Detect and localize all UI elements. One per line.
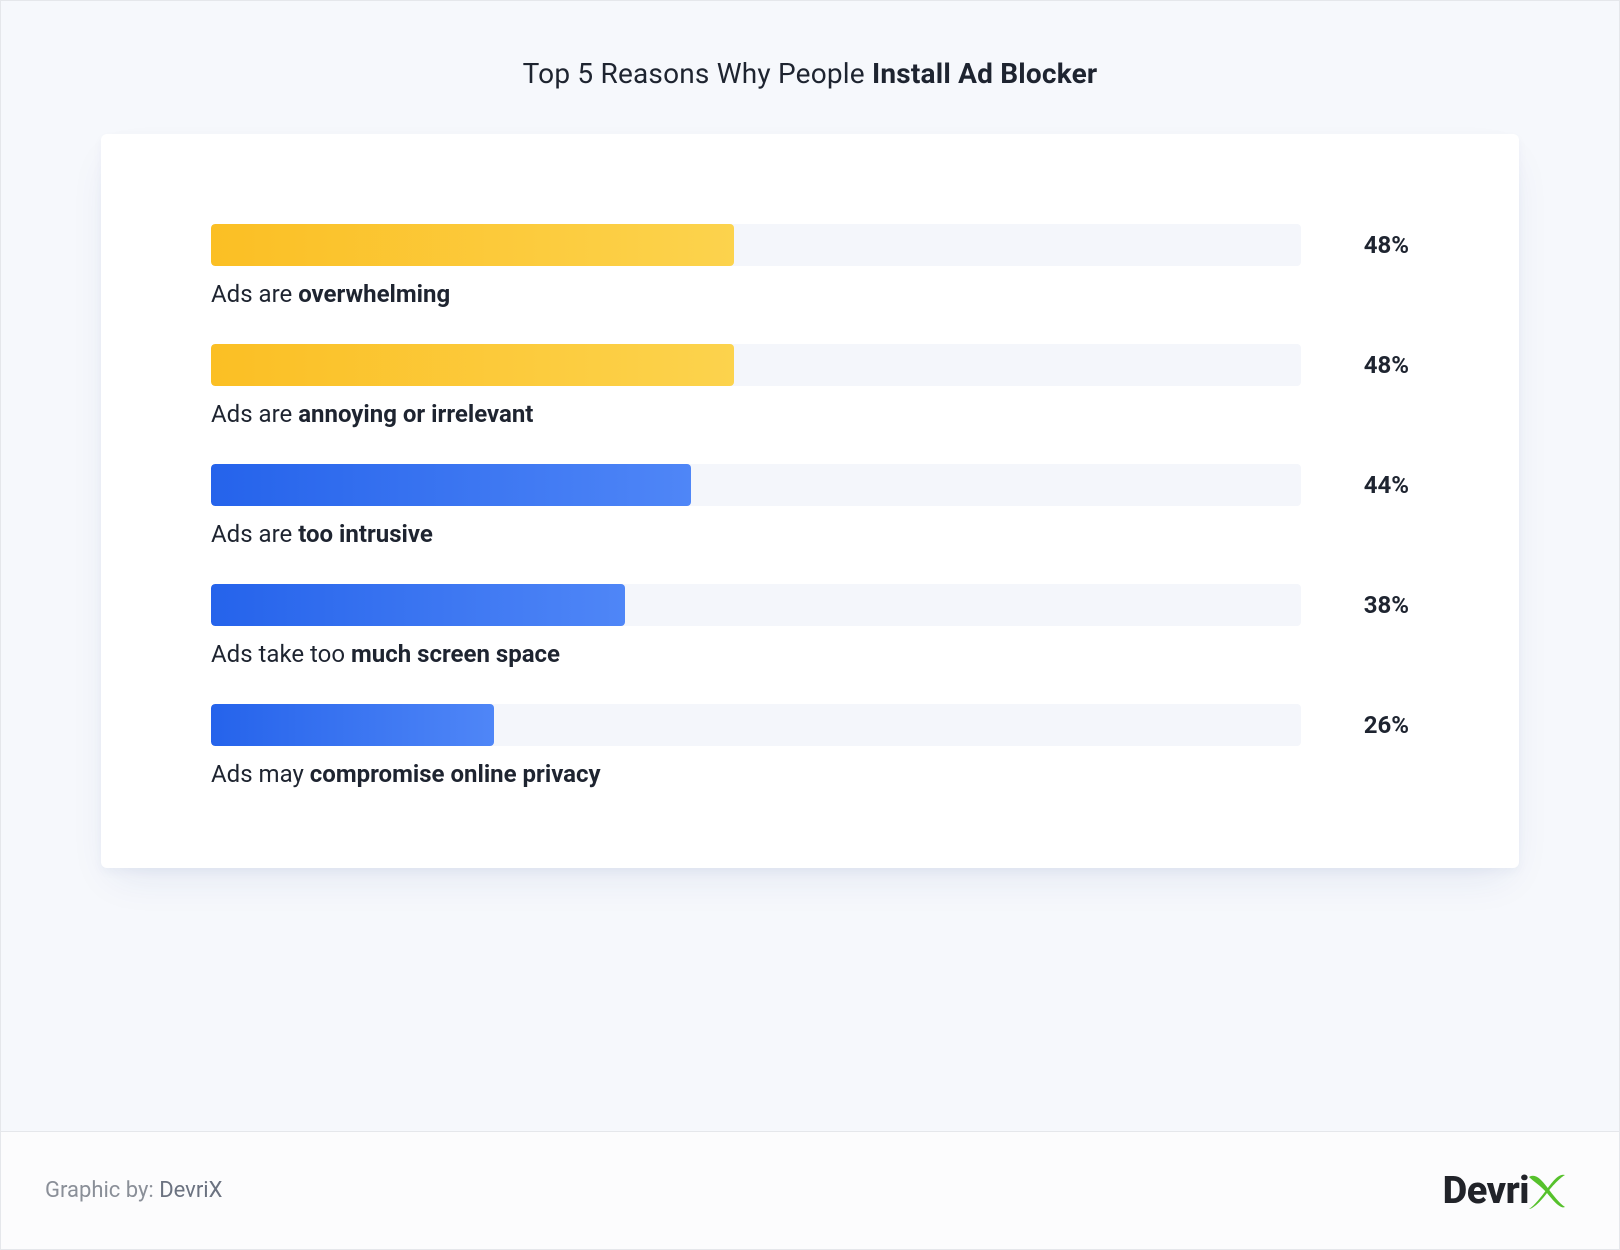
bar-label-prefix: Ads take too (211, 640, 351, 668)
footer: Graphic by: DevriX Devri (1, 1131, 1619, 1249)
bar-label-prefix: Ads are (211, 520, 298, 548)
bar-label-prefix: Ads may (211, 760, 310, 788)
chart-card: 48% Ads are overwhelming 48% Ads are annoyi… (101, 134, 1519, 868)
bar-value: 44% (1331, 471, 1409, 499)
bar-fill (211, 344, 734, 386)
bar-label: Ads take too much screen space (211, 640, 1409, 668)
bar-line: 44% (211, 464, 1409, 506)
bar-fill (211, 584, 625, 626)
chart-row: 26% Ads may compromise online privacy (211, 704, 1409, 788)
chart-row: 44% Ads are too intrusive (211, 464, 1409, 548)
devrix-logo: Devri (1443, 1169, 1569, 1213)
bar-label-bold: compromise online privacy (310, 760, 601, 788)
bar-fill (211, 464, 691, 506)
bar-track (211, 224, 1301, 266)
bar-label-prefix: Ads are (211, 280, 298, 308)
bar-line: 48% (211, 344, 1409, 386)
bar-label-bold: too intrusive (298, 520, 433, 548)
credit-brand: DevriX (159, 1178, 222, 1203)
bar-track (211, 344, 1301, 386)
credit-prefix: Graphic by: (45, 1178, 159, 1203)
bar-fill (211, 224, 734, 266)
bar-label: Ads may compromise online privacy (211, 760, 1409, 788)
chart-title-bold: Install Ad Blocker (872, 57, 1097, 90)
bar-track (211, 704, 1301, 746)
bar-value: 48% (1331, 231, 1409, 259)
bar-line: 26% (211, 704, 1409, 746)
graphic-credit: Graphic by: DevriX (45, 1178, 222, 1203)
bar-value: 26% (1331, 711, 1409, 739)
main-area: Top 5 Reasons Why People Install Ad Bloc… (1, 1, 1619, 1131)
chart-row: 48% Ads are annoying or irrelevant (211, 344, 1409, 428)
bar-track (211, 584, 1301, 626)
infographic-frame: Top 5 Reasons Why People Install Ad Bloc… (0, 0, 1620, 1250)
bar-value: 38% (1331, 591, 1409, 619)
bar-label: Ads are too intrusive (211, 520, 1409, 548)
bar-value: 48% (1331, 351, 1409, 379)
bar-label-bold: much screen space (351, 640, 560, 668)
chart-row: 38% Ads take too much screen space (211, 584, 1409, 668)
logo-x-icon (1525, 1169, 1569, 1213)
bar-label-bold: overwhelming (298, 280, 450, 308)
chart-title-prefix: Top 5 Reasons Why People (523, 57, 872, 90)
bar-fill (211, 704, 494, 746)
chart-title: Top 5 Reasons Why People Install Ad Bloc… (523, 57, 1098, 90)
bar-label: Ads are annoying or irrelevant (211, 400, 1409, 428)
bar-label-prefix: Ads are (211, 400, 298, 428)
bar-label: Ads are overwhelming (211, 280, 1409, 308)
chart-row: 48% Ads are overwhelming (211, 224, 1409, 308)
bar-line: 38% (211, 584, 1409, 626)
bar-label-bold: annoying or irrelevant (298, 400, 533, 428)
logo-text: Devri (1443, 1169, 1529, 1213)
bar-track (211, 464, 1301, 506)
bar-line: 48% (211, 224, 1409, 266)
